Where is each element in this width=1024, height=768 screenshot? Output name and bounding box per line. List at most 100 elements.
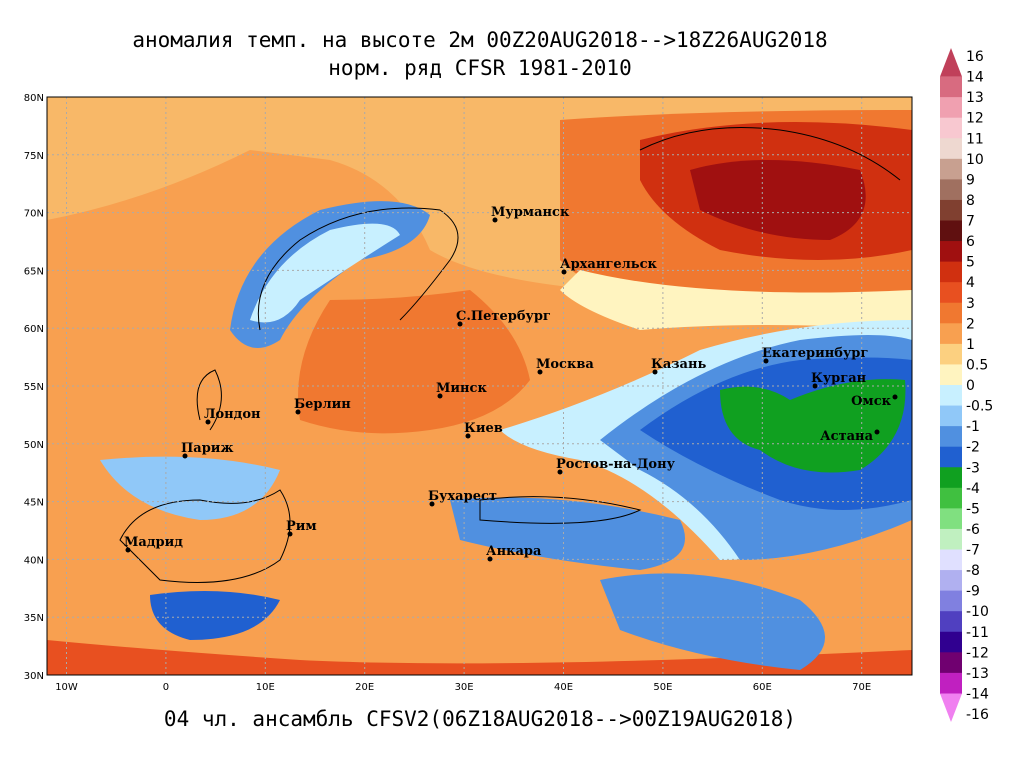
city-label: Париж [181,441,234,456]
colorbar-label: 2 [966,316,975,332]
colorbar-label: -4 [966,481,980,497]
city-dot [287,531,293,537]
colorbar-swatch [940,652,962,674]
colorbar-swatch [940,241,962,263]
lon-label: 70E [852,682,871,693]
lon-label: 50E [653,682,672,693]
colorbar-label: -10 [966,604,989,620]
colorbar-swatch [940,467,962,489]
colorbar-label: 8 [966,193,975,209]
colorbar-swatch [940,611,962,633]
title: аномалия темп. на высоте 2м 00Z20AUG2018… [132,28,827,52]
colorbar-label: 6 [966,234,975,250]
colorbar-swatch [940,405,962,427]
lat-label: 65N [24,266,44,277]
footer: 04 чл. ансамбль CFSV2(06Z18AUG2018-->00Z… [164,707,796,731]
city-dot [763,358,769,364]
colorbar-arrow [940,693,962,722]
city-dot [874,429,880,435]
colorbar-swatch [940,97,962,119]
subtitle: норм. ряд CFSR 1981-2010 [328,56,631,80]
lon-label: 10W [55,682,78,693]
colorbar-swatch [940,179,962,201]
lat-label: 50N [24,440,44,451]
colorbar-swatch [940,220,962,242]
city-label: Архангельск [560,257,658,272]
lat-label: 55N [24,382,44,393]
lat-label: 70N [24,209,44,220]
colorbar-label: -0.5 [966,399,993,415]
colorbar-label: 11 [966,131,984,147]
colorbar-label: -16 [966,707,989,723]
city-dot [557,469,563,475]
colorbar-label: -1 [966,419,980,435]
colorbar-label: -9 [966,584,980,600]
colorbar-swatch [940,364,962,386]
colorbar-swatch [940,549,962,571]
city-dot [429,501,435,507]
colorbar-swatch [940,343,962,365]
colorbar-label: 4 [966,275,975,291]
colorbar-swatch [940,138,962,160]
colorbar-swatch [940,302,962,324]
city-label: Астана [820,429,873,444]
graticule [47,97,912,675]
city-dot [457,321,463,327]
city-dot [537,369,543,375]
colorbar-label: 5 [966,255,975,271]
colorbar-label: -14 [966,686,989,702]
colorbar-swatch [940,117,962,139]
colorbar-label: 0.5 [966,357,988,373]
city-dot [182,453,188,459]
lat-label: 75N [24,151,44,162]
city-label: Мадрид [124,535,183,550]
colorbar-swatch [940,158,962,180]
city-label: Ростов-на-Дону [556,457,676,472]
colorbar-label: -11 [966,625,989,641]
city-label: Берлин [294,397,351,412]
lon-label: 40E [554,682,573,693]
colorbar-swatch [940,261,962,283]
colorbar-label: -5 [966,501,980,517]
colorbar-label: 14 [966,70,984,86]
colorbar-swatch [940,528,962,550]
city-label: Москва [536,357,594,372]
lat-label: 45N [24,498,44,509]
city-dot [205,419,211,425]
colorbar-swatch [940,570,962,592]
city-dot [492,217,498,223]
city-dot [892,394,898,400]
anomaly-field [47,97,912,675]
colorbar-label: 3 [966,296,975,312]
colorbar-swatch [940,487,962,509]
colorbar-label: -12 [966,645,989,661]
coastlines [119,127,901,583]
colorbar-label: 0 [966,378,975,394]
lon-label: 0 [163,682,169,693]
colorbar-label: 12 [966,111,984,127]
lon-label: 60E [753,682,772,693]
lon-label: 10E [256,682,275,693]
city-label: Анкара [486,544,542,559]
map-frame [46,96,913,676]
city-label: Казань [651,357,706,372]
city-label: Курган [811,371,867,386]
lon-label: 30E [455,682,474,693]
colorbar-label: -2 [966,440,980,456]
colorbar-label: 13 [966,90,984,106]
colorbar-swatch [940,323,962,345]
city-label: Лондон [204,407,261,422]
city-label: Киев [464,421,503,436]
city-dot [652,369,658,375]
city-dot [487,556,493,562]
colorbar-label: 10 [966,152,984,168]
colorbar-swatch [940,282,962,304]
city-label: С.Петербург [456,309,551,324]
city-dot [125,547,131,553]
colorbar-swatch [940,590,962,612]
city-label: Екатеринбург [762,346,868,361]
city-label: Мурманск [491,205,570,220]
colorbar-label: 1 [966,337,975,353]
colorbar-swatch [940,508,962,530]
